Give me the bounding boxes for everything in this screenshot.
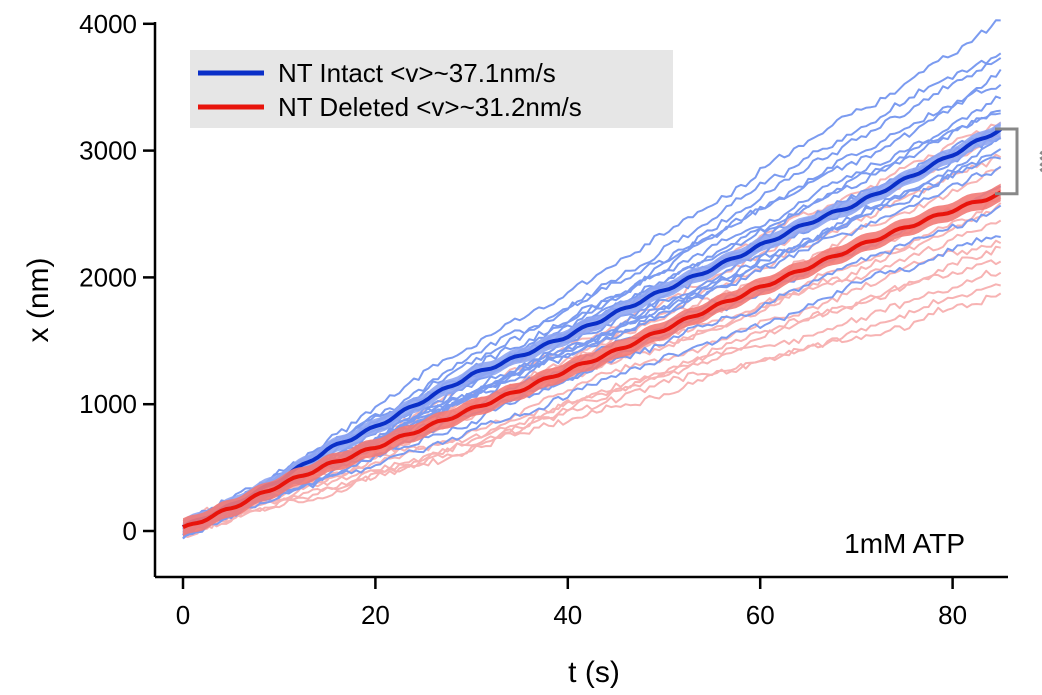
- trace-line: [182, 19, 1001, 530]
- mean-bands: [181, 121, 1002, 537]
- legend-label-intact: NT Intact <v>~37.1nm/s: [278, 58, 556, 88]
- individual-traces: [182, 19, 1002, 540]
- mean-line-intact: [181, 127, 1002, 529]
- y-tick-label: 3000: [79, 136, 137, 166]
- x-axis-title: t (s): [568, 656, 620, 689]
- axes: 0 1000 2000 3000 4000 0 20 40 60 80: [79, 9, 1008, 630]
- x-tick-label: 0: [176, 600, 190, 630]
- trace-line: [182, 245, 1001, 538]
- x-ticks: 0 20 40 60 80: [176, 577, 967, 630]
- y-axis-title: x (nm): [22, 258, 55, 343]
- condition-annotation: 1mM ATP: [844, 528, 965, 559]
- trace-line: [182, 283, 1001, 535]
- x-tick-label: 80: [938, 600, 967, 630]
- significance-bracket: **: [995, 127, 1042, 196]
- legend: NT Intact <v>~37.1nm/s NT Deleted <v>~31…: [190, 50, 673, 128]
- legend-label-deleted: NT Deleted <v>~31.2nm/s: [278, 92, 582, 122]
- y-ticks: 0 1000 2000 3000 4000: [79, 9, 155, 546]
- trace-line: [182, 259, 1002, 536]
- mean-line-deleted: [182, 190, 1002, 530]
- bracket-line: [995, 127, 1019, 196]
- trace-line: [182, 235, 1001, 531]
- y-tick-label: 2000: [79, 262, 137, 292]
- x-tick-label: 20: [361, 600, 390, 630]
- sem-band-intact: [183, 121, 1001, 535]
- trace-line: [182, 204, 1002, 539]
- y-tick-label: 1000: [79, 389, 137, 419]
- x-tick-label: 60: [746, 600, 775, 630]
- trace-line: [182, 292, 1002, 529]
- significance-label: **: [1023, 150, 1042, 174]
- legend-box: [190, 50, 673, 128]
- x-tick-label: 40: [553, 600, 582, 630]
- y-tick-label: 0: [123, 516, 137, 546]
- trace-line: [182, 269, 1002, 534]
- y-tick-label: 4000: [79, 9, 137, 39]
